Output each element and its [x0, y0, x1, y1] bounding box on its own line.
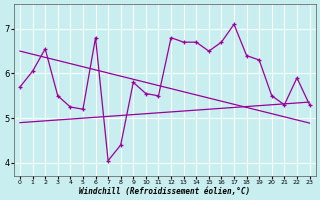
X-axis label: Windchill (Refroidissement éolien,°C): Windchill (Refroidissement éolien,°C) [79, 187, 250, 196]
